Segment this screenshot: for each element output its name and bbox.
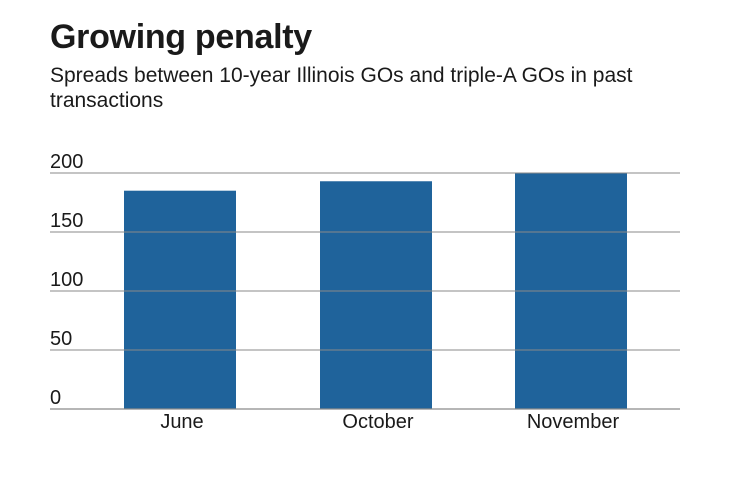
bar-june bbox=[124, 190, 236, 409]
y-tick-label: 200 bbox=[50, 151, 83, 173]
bar-october bbox=[320, 181, 432, 409]
chart-title: Growing penalty bbox=[50, 18, 312, 56]
chart-subtitle: Spreads between 10-year Illinois GOs and… bbox=[50, 64, 633, 112]
y-tick-label: 150 bbox=[50, 210, 83, 232]
x-tick-label: June bbox=[160, 411, 203, 433]
x-tick-label: November bbox=[527, 411, 620, 433]
x-tick-label: October bbox=[342, 411, 413, 433]
y-tick-label: 100 bbox=[50, 269, 83, 291]
y-tick-label: 50 bbox=[50, 328, 72, 350]
y-tick-label: 0 bbox=[50, 387, 61, 409]
